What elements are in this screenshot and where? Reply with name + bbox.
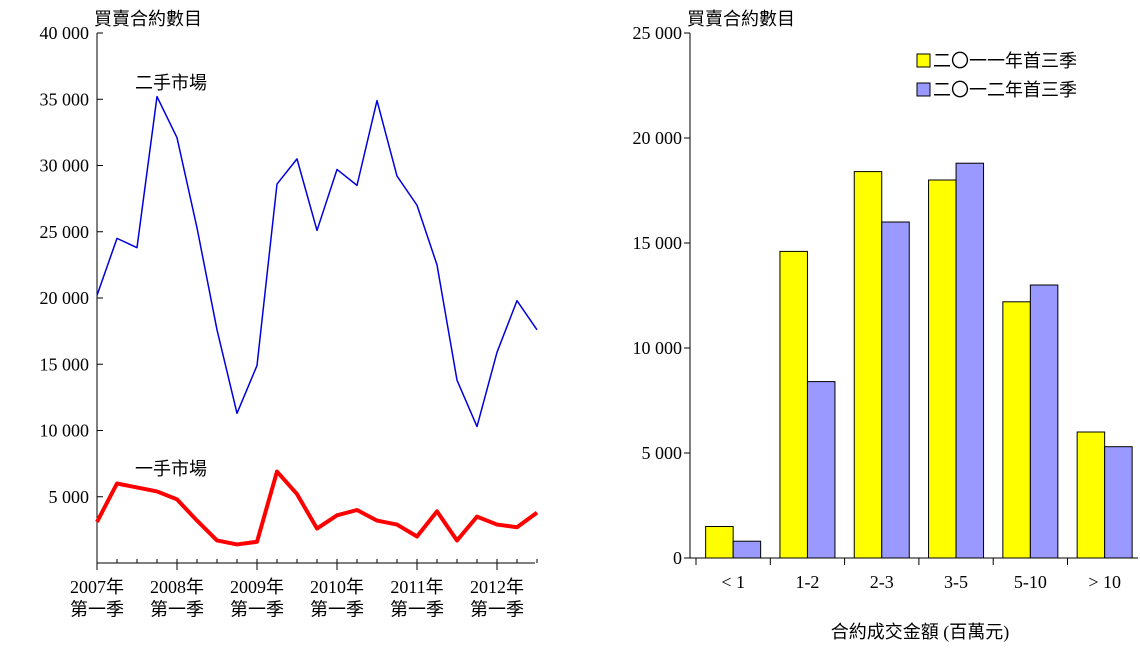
y-tick-label: 10 000 [633,338,683,358]
x-tick-label: 3-5 [944,572,968,592]
bar [881,221,910,559]
series-label: 一手市場 [135,459,207,479]
y-axis-title: 買賣合約數目 [687,9,795,29]
y-tick-label: 15 000 [40,354,90,374]
bar [732,540,762,559]
bar [853,171,883,559]
y-tick-label: 10 000 [40,421,90,441]
x-tick-label: < 1 [721,572,745,592]
bar [1002,301,1031,559]
y-tick-label: 20 000 [40,288,90,308]
y-tick-label: 5 000 [642,443,683,463]
y-tick-label: 0 [673,548,682,568]
x-tick-label: 2009年第一季 [230,577,284,620]
legend-swatch [916,82,931,97]
y-tick-label: 20 000 [633,128,683,148]
x-axis-title: 合約成交金額 (百萬元) [831,622,1010,643]
bar [1029,284,1059,559]
series-line [95,469,539,547]
legend-label: 二〇一一年首三季 [933,51,1077,71]
y-tick-label: 25 000 [633,23,683,43]
bar [928,179,957,559]
y-tick-label: 25 000 [40,222,90,242]
y-tick-label: 35 000 [40,89,90,109]
x-tick-label: 2011年第一季 [390,577,444,620]
bar [955,162,985,559]
y-tick-label: 15 000 [633,233,683,253]
x-tick-label: 1-2 [795,572,819,592]
bar [806,381,836,559]
bar [1076,431,1106,559]
x-tick-label: 2008年第一季 [150,577,204,620]
y-tick-label: 40 000 [40,23,90,43]
x-tick-label: 2012年第一季 [470,577,524,620]
x-tick-label: 2010年第一季 [310,577,364,620]
legend-swatch [916,53,931,68]
x-tick-label: 2007年第一季 [70,577,124,620]
y-tick-label: 30 000 [40,156,90,176]
bar [779,250,808,559]
series-line [96,95,538,428]
y-tick-label: 5 000 [49,487,90,507]
legend-label: 二〇一二年首三季 [933,80,1077,100]
bar [705,526,734,559]
x-tick-label: > 10 [1088,572,1121,592]
x-tick-label: 5-10 [1014,572,1047,592]
x-tick-label: 2-3 [870,572,894,592]
bar [1104,446,1133,559]
series-label: 二手市場 [135,73,207,93]
y-axis-title: 買賣合約數目 [94,9,202,29]
